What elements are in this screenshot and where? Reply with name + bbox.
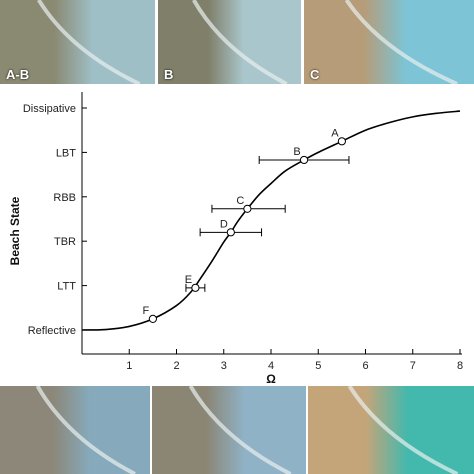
point-c [243, 204, 252, 213]
top-photo-2: B [158, 0, 301, 84]
photo-label: A-B [6, 67, 30, 82]
x-tick-label: 5 [315, 360, 321, 372]
x-tick-label: 8 [457, 360, 463, 372]
beach-state-chart: 1 2 3 4 5 6 7 8 Reflective LTT TBR RBB LBT Dissipativ… [8, 92, 463, 384]
point-label-a: A [331, 127, 339, 139]
y-axis-title: Beach State [8, 196, 22, 265]
point-a [337, 137, 346, 146]
y-category-label: TBR [54, 236, 76, 248]
point-e [191, 283, 200, 292]
point-label-d: D [220, 218, 228, 230]
top-photo-1: A-B [0, 0, 155, 84]
photo-label: C [310, 67, 320, 82]
y-category-label: Reflective [28, 325, 76, 337]
point-label-e: E [185, 274, 192, 286]
point-label-f: F [143, 305, 150, 317]
x-tick-label: 2 [173, 360, 179, 372]
x-tick-label: 1 [126, 360, 132, 372]
y-category-label: Dissipative [23, 103, 76, 115]
x-axis-title: Ω [266, 372, 276, 384]
point-label-c: C [236, 195, 244, 207]
top-photo-3: C [304, 0, 474, 84]
bottom-photo-1 [0, 386, 150, 474]
bottom-photo-3 [308, 386, 474, 474]
y-category-label: LBT [56, 147, 76, 159]
beach-state-curve [81, 110, 461, 331]
y-category-label: LTT [57, 281, 76, 293]
x-tick-label: 6 [362, 360, 368, 372]
bottom-photo-2 [152, 386, 306, 474]
x-tick-label: 3 [221, 360, 227, 372]
y-category-label: RBB [53, 192, 76, 204]
point-d [226, 228, 235, 237]
point-label-b: B [293, 146, 300, 158]
photo-label: B [164, 67, 174, 82]
x-tick-label: 7 [410, 360, 416, 372]
point-b [299, 155, 309, 165]
point-f [148, 314, 157, 323]
x-tick-label: 4 [268, 360, 274, 372]
